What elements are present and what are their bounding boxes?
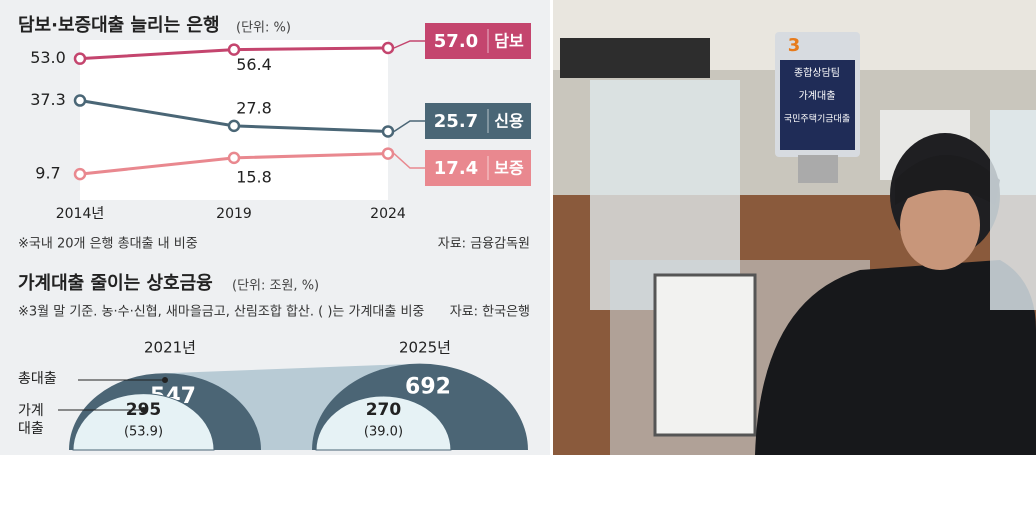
point (227, 151, 241, 165)
value-label: 56.4 (236, 55, 272, 74)
point (73, 94, 87, 107)
point (73, 52, 87, 65)
chart-title: 담보·보증대출 늘리는 은행 (18, 15, 220, 36)
sign-number: 3 (788, 35, 801, 56)
sign-line: 가계대출 (799, 90, 836, 102)
inner-semicircle (315, 395, 452, 451)
note: ※3월 말 기준. 농·수·신협, 새마을금고, 산림조합 합산. ( )는 가… (18, 305, 424, 320)
category-label: 2025년 (399, 339, 451, 357)
sign-line: 종합상담팀 (794, 67, 840, 79)
chart-subtitle: (단위: %) (236, 21, 291, 36)
value-label: 692 (405, 375, 451, 400)
value-label: 270 (366, 400, 402, 420)
chart-title: 가계대출 줄이는 상호금융 (18, 273, 213, 294)
category-label: 2021년 (144, 339, 196, 357)
value-label: 25.7 (434, 111, 478, 132)
point (227, 119, 241, 133)
point (381, 125, 395, 138)
note: ※국내 20개 은행 총대출 내 비중 (18, 236, 198, 252)
sign-line: 국민주택기금대출 (784, 114, 850, 125)
share-label: (53.9) (124, 425, 163, 440)
value-label: 27.8 (236, 98, 272, 117)
x-tick-label: 2024 (370, 206, 406, 222)
leader-dot (162, 377, 168, 383)
source: 자료: 금융감독원 (438, 237, 530, 252)
value-label: 9.7 (35, 164, 60, 183)
legend-label: 가계 대출 (18, 403, 44, 437)
photo (553, 0, 1036, 455)
x-tick-label: 2019 (216, 206, 252, 222)
legend-label: 총대출 (18, 371, 57, 387)
inner-semicircle (72, 393, 215, 451)
chart-subtitle: (단위: 조원, %) (232, 279, 319, 294)
point (381, 147, 395, 160)
source: 자료: 한국은행 (450, 304, 530, 320)
point (381, 41, 395, 55)
connector (393, 40, 425, 49)
legend-label: 보증 (494, 159, 524, 178)
legend-label: 담보 (494, 32, 524, 51)
value-label: 53.0 (30, 48, 66, 67)
legend-label: 신용 (494, 112, 524, 131)
value-box (425, 150, 531, 186)
value-box (425, 23, 531, 59)
point (73, 167, 87, 181)
connector (393, 120, 425, 133)
share-label: (39.0) (364, 425, 403, 440)
value-label: 37.3 (30, 90, 66, 109)
point (227, 43, 241, 56)
value-box (425, 103, 531, 139)
connector (393, 153, 425, 169)
value-label: 15.8 (236, 167, 272, 186)
leader-dot (140, 407, 147, 413)
value-label: 57.0 (434, 31, 478, 52)
value-label: 17.4 (434, 158, 478, 179)
x-tick-label: 2014년 (56, 206, 105, 222)
